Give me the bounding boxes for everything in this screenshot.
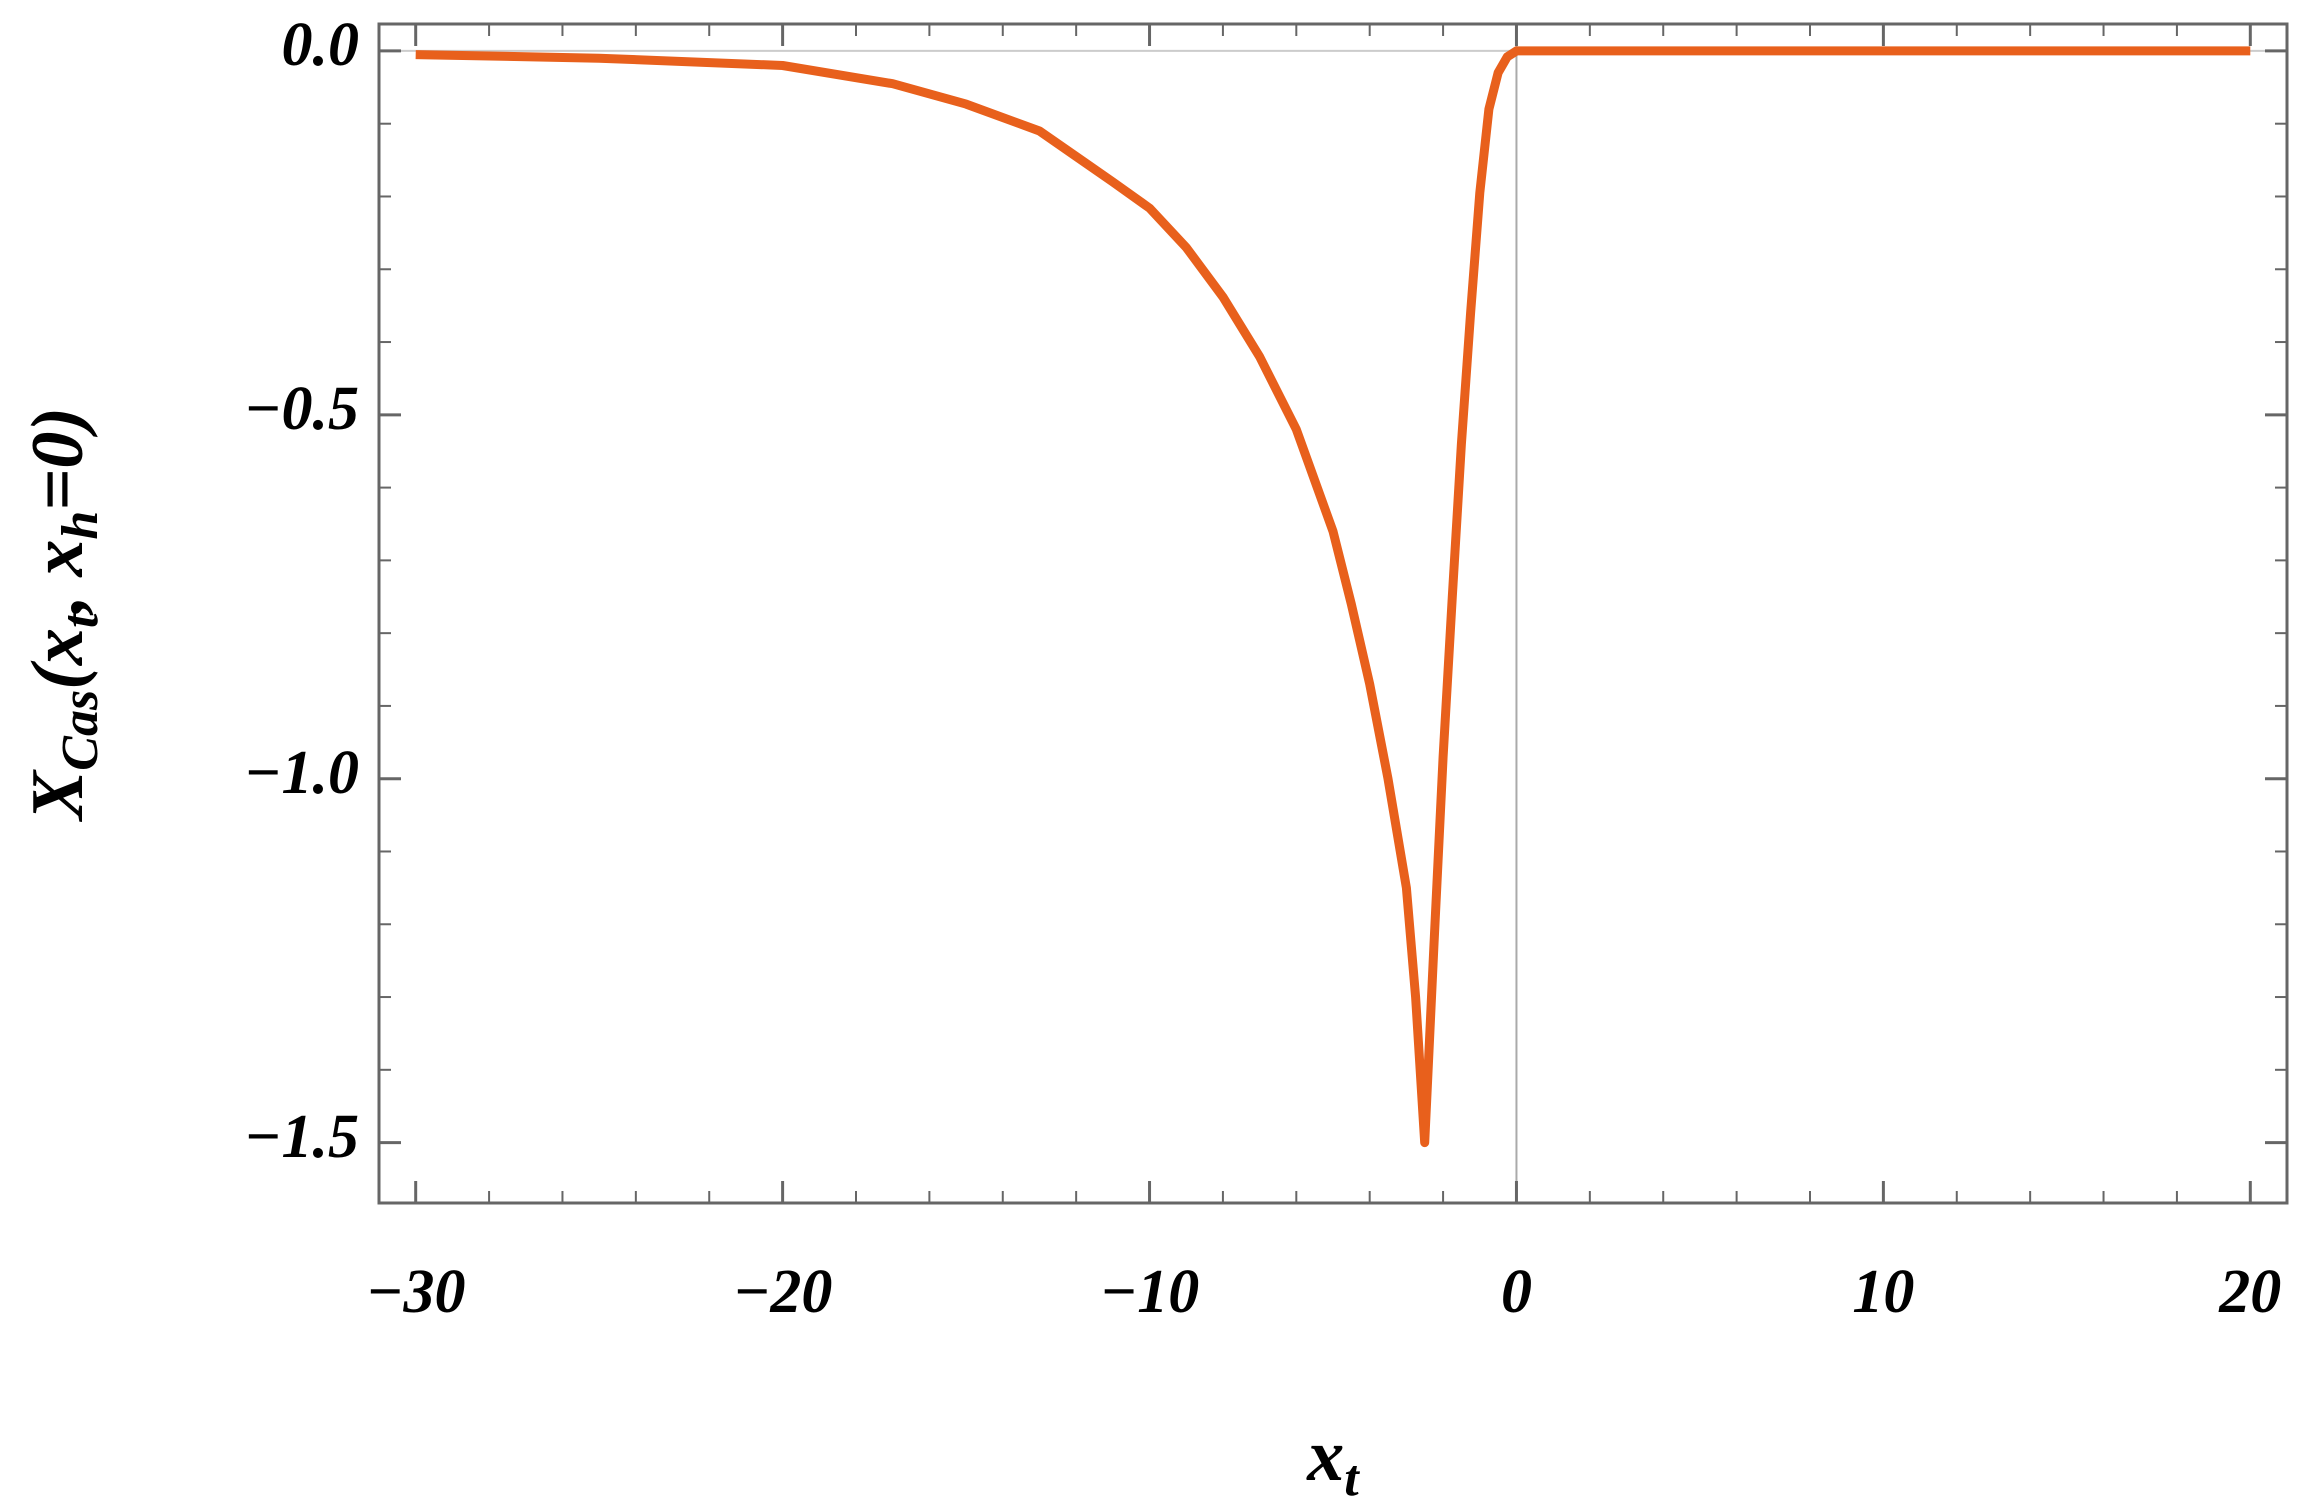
x-axis-label-part: x bbox=[1306, 1415, 1344, 1497]
x-tick-label: 20 bbox=[2218, 1258, 2281, 1326]
y-tick-label: 0.0 bbox=[282, 11, 360, 79]
x-tick-label: 10 bbox=[1852, 1258, 1914, 1326]
x-axis-label: xt bbox=[1306, 1415, 1360, 1504]
x-axis-label-part: t bbox=[1344, 1450, 1360, 1504]
x-tick-label: −10 bbox=[1100, 1258, 1200, 1326]
y-axis-label-part: (x bbox=[17, 628, 99, 690]
y-tick-label: −1.0 bbox=[244, 739, 359, 807]
plot-frame bbox=[377, 22, 2289, 1205]
y-tick-label: −0.5 bbox=[244, 375, 359, 443]
y-tick-label: −1.5 bbox=[244, 1103, 359, 1171]
y-axis-label-part: t bbox=[52, 612, 109, 628]
y-axis-label-part: Cas bbox=[52, 690, 109, 771]
x-tick-label: −30 bbox=[366, 1258, 466, 1326]
x-tick-label: 0 bbox=[1501, 1258, 1532, 1326]
data-line bbox=[415, 46, 2251, 1148]
y-axis-label-part: h bbox=[52, 511, 109, 540]
x-tick-label: −20 bbox=[733, 1258, 833, 1326]
y-axis-label: XCas(xt, xh=0) bbox=[17, 407, 109, 822]
y-axis-label-part: X bbox=[17, 769, 99, 822]
y-axis-label-part: , x bbox=[17, 540, 99, 616]
y-axis-label-part: =0) bbox=[17, 407, 99, 511]
